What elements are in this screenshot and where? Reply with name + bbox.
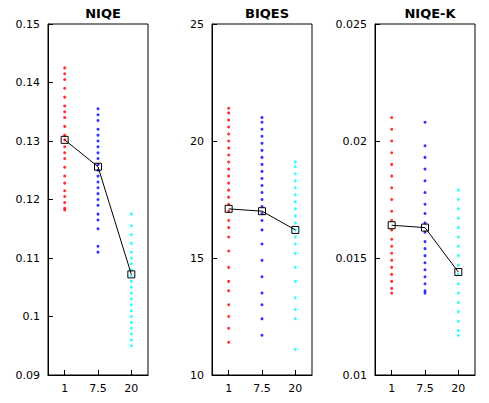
svg-text:0.01: 0.01 <box>343 369 368 382</box>
svg-text:0.09: 0.09 <box>16 369 41 382</box>
svg-text:0.025: 0.025 <box>336 18 368 31</box>
svg-text:NIQE-K: NIQE-K <box>404 6 456 21</box>
svg-text:10: 10 <box>190 369 204 382</box>
svg-text:0.1: 0.1 <box>23 310 41 323</box>
svg-text:0.15: 0.15 <box>16 18 41 31</box>
svg-text:0.12: 0.12 <box>16 193 41 206</box>
svg-text:15: 15 <box>190 252 204 265</box>
svg-text:NIQE: NIQE <box>85 6 121 21</box>
svg-text:7.5: 7.5 <box>253 382 271 395</box>
svg-text:7.5: 7.5 <box>89 382 107 395</box>
svg-text:25: 25 <box>190 18 204 31</box>
svg-text:0.14: 0.14 <box>16 76 41 89</box>
svg-text:20: 20 <box>288 382 302 395</box>
svg-text:20: 20 <box>124 382 138 395</box>
svg-text:20: 20 <box>451 382 465 395</box>
svg-text:0.13: 0.13 <box>16 135 41 148</box>
svg-text:BIQES: BIQES <box>245 6 289 21</box>
svg-text:0.02: 0.02 <box>343 135 368 148</box>
svg-text:20: 20 <box>190 135 204 148</box>
svg-text:0.11: 0.11 <box>16 252 41 265</box>
svg-text:1: 1 <box>61 382 68 395</box>
svg-text:0.015: 0.015 <box>336 252 368 265</box>
svg-text:1: 1 <box>225 382 232 395</box>
svg-text:7.5: 7.5 <box>416 382 434 395</box>
svg-text:1: 1 <box>388 382 395 395</box>
